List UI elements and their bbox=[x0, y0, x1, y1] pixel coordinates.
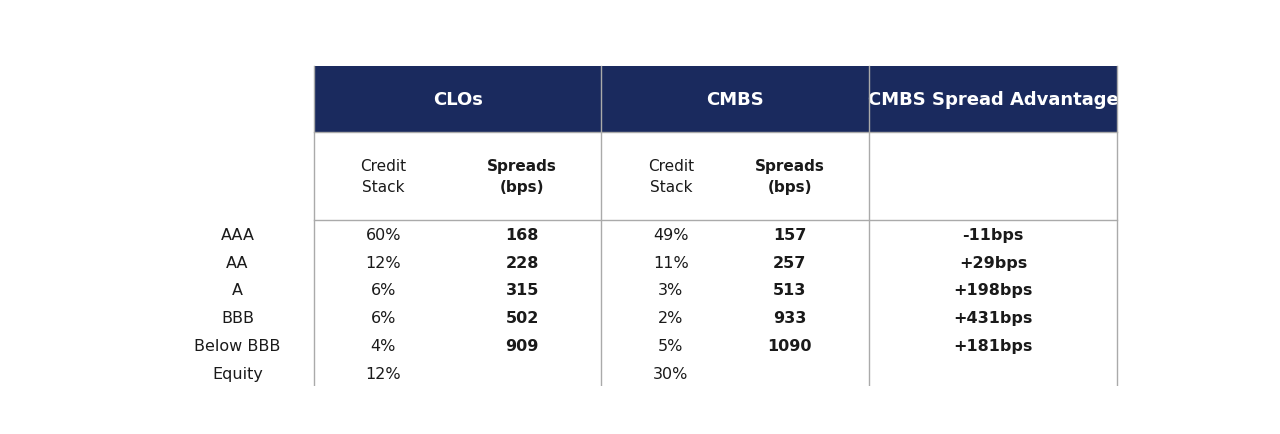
Text: AAA: AAA bbox=[220, 227, 255, 242]
Text: 257: 257 bbox=[773, 255, 806, 270]
Text: 502: 502 bbox=[506, 310, 539, 326]
Text: 168: 168 bbox=[506, 227, 539, 242]
Text: 12%: 12% bbox=[365, 255, 401, 270]
Text: CMBS Spread Advantage: CMBS Spread Advantage bbox=[868, 91, 1119, 108]
Bar bbox=[869, 67, 1117, 132]
Text: 3%: 3% bbox=[658, 283, 684, 298]
Text: -11bps: -11bps bbox=[963, 227, 1024, 242]
Text: AA: AA bbox=[227, 255, 248, 270]
Text: 157: 157 bbox=[773, 227, 806, 242]
Text: Spreads
(bps): Spreads (bps) bbox=[488, 158, 557, 194]
Text: 6%: 6% bbox=[370, 283, 396, 298]
Text: 228: 228 bbox=[506, 255, 539, 270]
Bar bbox=[314, 67, 602, 132]
Text: 2%: 2% bbox=[658, 310, 684, 326]
Text: 4%: 4% bbox=[370, 338, 396, 353]
Text: A: A bbox=[232, 283, 243, 298]
Text: +181bps: +181bps bbox=[954, 338, 1033, 353]
Text: CMBS: CMBS bbox=[707, 91, 764, 108]
Text: 5%: 5% bbox=[658, 338, 684, 353]
Text: Equity: Equity bbox=[212, 366, 262, 381]
Text: 909: 909 bbox=[506, 338, 539, 353]
Text: BBB: BBB bbox=[221, 310, 253, 326]
Text: CLOs: CLOs bbox=[433, 91, 483, 108]
Text: Credit
Stack: Credit Stack bbox=[360, 158, 406, 194]
Text: 12%: 12% bbox=[365, 366, 401, 381]
Text: 933: 933 bbox=[773, 310, 806, 326]
Text: Spreads
(bps): Spreads (bps) bbox=[755, 158, 824, 194]
Text: 30%: 30% bbox=[653, 366, 689, 381]
Text: +431bps: +431bps bbox=[954, 310, 1033, 326]
Text: 6%: 6% bbox=[370, 310, 396, 326]
Text: Below BBB: Below BBB bbox=[195, 338, 280, 353]
Text: +29bps: +29bps bbox=[959, 255, 1028, 270]
Bar bbox=[602, 67, 869, 132]
Text: 1090: 1090 bbox=[768, 338, 813, 353]
Text: Credit
Stack: Credit Stack bbox=[648, 158, 694, 194]
Text: +198bps: +198bps bbox=[954, 283, 1033, 298]
Text: 315: 315 bbox=[506, 283, 539, 298]
Text: 49%: 49% bbox=[653, 227, 689, 242]
Text: 513: 513 bbox=[773, 283, 806, 298]
Text: 60%: 60% bbox=[366, 227, 401, 242]
Text: 11%: 11% bbox=[653, 255, 689, 270]
